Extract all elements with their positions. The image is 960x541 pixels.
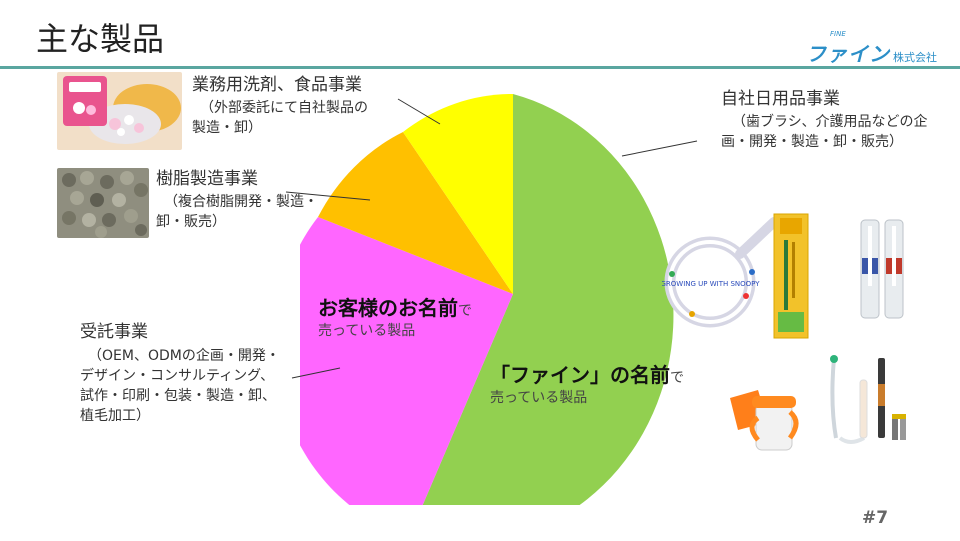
own-products-desc-1: （歯ブラシ、介護用品などの企 (732, 114, 928, 130)
snoopy-ring-product: GROWING UP WITH SNOOPY (662, 217, 779, 328)
header-divider (0, 66, 960, 69)
care-cup-product (730, 390, 799, 451)
slice-resin (318, 132, 513, 294)
fine-brand-de: で (670, 370, 684, 386)
detergent-food-title: 業務用洗剤、食品事業 (192, 75, 362, 95)
contract-desc-1: （OEM、ODMの企画・開発・ (88, 348, 280, 364)
slice-contract (300, 217, 513, 505)
fine-brand-big: 「ファイン」の名前 (490, 363, 670, 387)
resin-desc-2: 卸・販売） (156, 214, 226, 230)
client-brand-de: で (458, 303, 472, 319)
slice-own-products (422, 94, 674, 505)
own-products-desc-2: 画・開発・製造・卸・販売） (721, 134, 903, 150)
leader-contract (291, 367, 341, 379)
logo-tm: FINE (830, 30, 846, 38)
own-products-title: 自社日用品事業 (721, 89, 840, 109)
contract-desc-4: 植毛加工） (80, 408, 150, 424)
leader-detergent (397, 98, 441, 125)
logo-kk: 株式会社 (893, 51, 937, 64)
page-number: #7 (862, 508, 889, 528)
client-brand-big: お客様のお名前 (318, 296, 458, 320)
resin-desc-1: （複合樹脂開発・製造・ (164, 194, 318, 210)
client-brand-heading: お客様のお名前で (318, 292, 472, 321)
slice-detergent-food (403, 93, 513, 294)
contract-desc-3: 試作・印刷・包装・製造・卸、 (80, 388, 276, 404)
resin-title: 樹脂製造事業 (156, 169, 258, 189)
contract-desc-2: デザイン・コンサルティング、 (80, 368, 275, 384)
logo-brand: ファイン (806, 42, 890, 66)
fine-brand-heading: 「ファイン」の名前で (490, 359, 684, 388)
contract-title: 受託事業 (80, 322, 148, 342)
toothbrush-tubes (860, 219, 904, 319)
candy-product-photo (57, 72, 182, 150)
care-tools-product (830, 355, 906, 444)
client-brand-sub: 売っている製品 (318, 323, 416, 339)
resin-pellets-photo (57, 168, 149, 238)
toothbrush-package (773, 213, 809, 339)
detergent-food-desc-1: （外部委託にて自社製品の (200, 100, 368, 116)
fine-brand-sub: 売っている製品 (490, 390, 588, 406)
leader-own (621, 140, 698, 157)
business-pie-chart (300, 93, 674, 505)
page-title: 主な製品 (36, 20, 165, 58)
ring-text: GROWING UP WITH SNOOPY (662, 280, 760, 288)
detergent-food-desc-2: 製造・卸） (192, 120, 262, 136)
leader-resin (285, 191, 371, 201)
company-logo: FINE ファイン 株式会社 (806, 30, 937, 67)
